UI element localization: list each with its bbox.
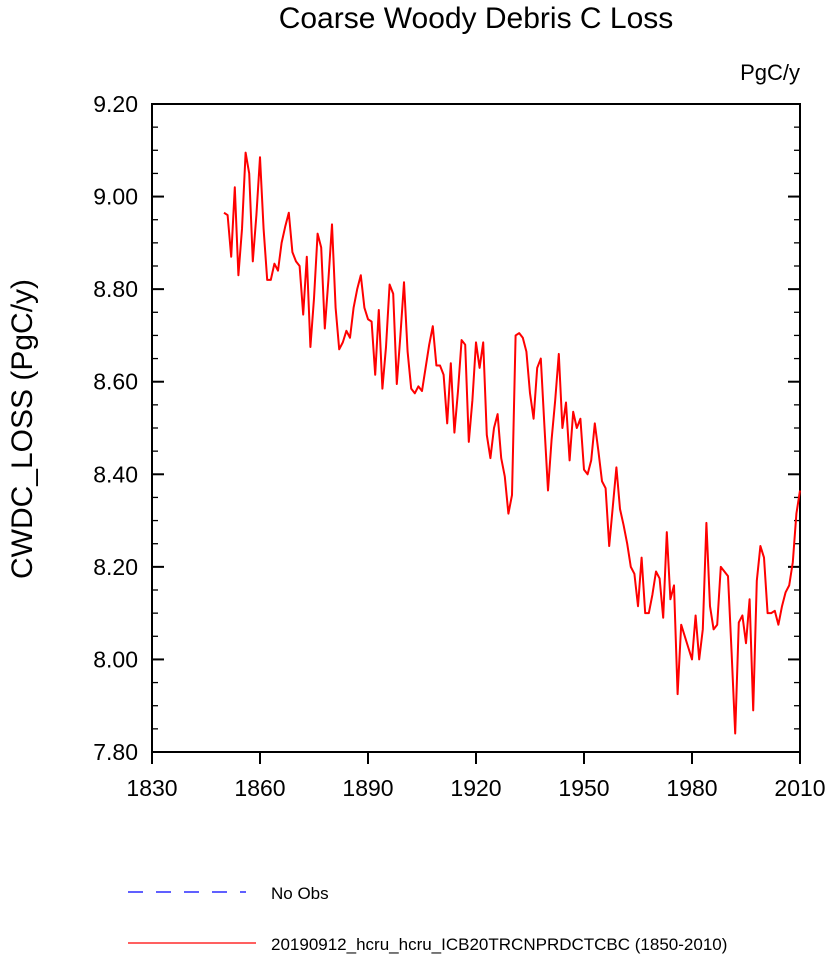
units-label: PgC/y <box>740 60 800 85</box>
y-tick-label: 9.20 <box>93 91 138 117</box>
y-tick-label: 7.80 <box>93 739 138 765</box>
x-tick-label: 1920 <box>450 775 501 801</box>
y-tick-label: 8.80 <box>93 276 138 302</box>
x-tick-label: 1980 <box>666 775 717 801</box>
y-tick-label: 8.00 <box>93 646 138 672</box>
x-tick-label: 1950 <box>558 775 609 801</box>
legend-label-model: 20190912_hcru_hcru_ICB20TRCNPRDCTCBC (18… <box>271 935 727 954</box>
x-axis-ticks: 1830 1860 1890 1920 1950 1980 2010 <box>126 752 826 801</box>
legend: No Obs 20190912_hcru_hcru_ICB20TRCNPRDCT… <box>128 884 727 954</box>
plot-frame <box>151 103 801 753</box>
y-axis-label: CWDC_LOSS (PgC/y) <box>6 279 39 579</box>
y-tick-label: 8.60 <box>93 369 138 395</box>
chart-title: Coarse Woody Debris C Loss <box>279 2 674 35</box>
y-axis-ticks: 7.80 8.00 8.20 8.40 8.60 8.80 9.00 9.20 <box>93 91 800 765</box>
x-tick-label: 1860 <box>234 775 285 801</box>
x-tick-label: 1890 <box>342 775 393 801</box>
legend-label-no-obs: No Obs <box>271 884 329 903</box>
series-lines <box>223 151 801 735</box>
x-tick-label: 1830 <box>126 775 177 801</box>
series-line <box>223 151 801 735</box>
y-tick-label: 8.40 <box>93 461 138 487</box>
x-tick-label: 2010 <box>774 775 825 801</box>
y-tick-label: 8.20 <box>93 554 138 580</box>
y-tick-label: 9.00 <box>93 184 138 210</box>
